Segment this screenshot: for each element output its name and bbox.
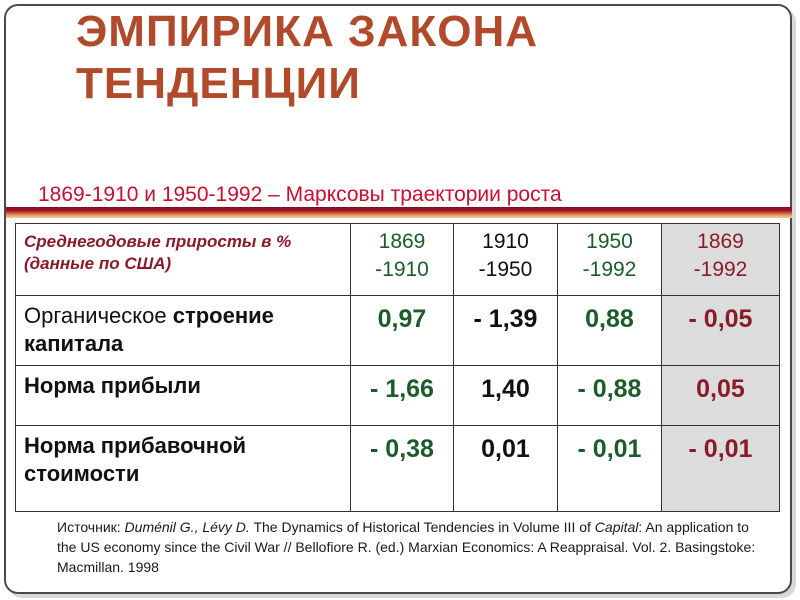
period-start: 1869 xyxy=(378,230,426,253)
source-citation: Источник: Duménil G., Lévy D. The Dynami… xyxy=(57,517,772,577)
period-end: -1910 xyxy=(375,258,429,281)
table-cell: 1,40 xyxy=(453,365,558,426)
table-cell: 0,97 xyxy=(350,295,454,366)
table-header-row: Среднегодовые приросты в % (данные по СШ… xyxy=(15,223,780,296)
source-title: The Dynamics of Historical Tendencies in… xyxy=(249,519,595,535)
table-cell: - 0,38 xyxy=(350,425,454,512)
slide-title: ЭМПИРИКА ЗАКОНА ТЕНДЕНЦИИ xyxy=(76,6,538,110)
row-label: Норма прибыли xyxy=(15,365,351,426)
table-cell: - 1,39 xyxy=(453,295,558,366)
period-end: -1992 xyxy=(693,258,748,281)
row-label: Норма прибавочной стоимости xyxy=(15,425,351,512)
table-cell: - 0,01 xyxy=(557,425,662,512)
row-label-part: Органическое xyxy=(24,303,173,328)
slide-subtitle: 1869-1910 и 1950-1992 – Марксовы траекто… xyxy=(38,183,562,206)
title-line-1: ЭМПИРИКА ЗАКОНА xyxy=(76,7,539,56)
table-cell: 0,88 xyxy=(557,295,662,366)
period-header: 1869 -1910 xyxy=(350,223,454,296)
divider-band xyxy=(6,207,792,218)
period-header: 1869 -1992 xyxy=(661,223,780,296)
growth-rates-table: Среднегодовые приросты в % (данные по СШ… xyxy=(15,223,780,512)
row-label: Органическое строение капитала xyxy=(15,295,351,366)
header-label: Среднегодовые приросты в % (данные по СШ… xyxy=(15,223,351,296)
period-end: -1950 xyxy=(478,258,533,281)
table-cell: - 0,01 xyxy=(661,425,780,512)
row-label-part: Норма прибавочной стоимости xyxy=(24,433,247,486)
row-label-part: Норма прибыли xyxy=(24,373,201,398)
table-cell: - 0,88 xyxy=(557,365,662,426)
table-cell: - 1,66 xyxy=(350,365,454,426)
table-cell: - 0,05 xyxy=(661,295,780,366)
title-line-2: ТЕНДЕНЦИИ xyxy=(76,59,361,108)
period-start: 1869 xyxy=(697,230,744,253)
table-row: Норма прибыли - 1,66 1,40 - 0,88 0,05 xyxy=(15,365,780,426)
period-start: 1950 xyxy=(586,230,633,253)
table-cell: 0,01 xyxy=(453,425,558,512)
source-capital: Capital xyxy=(594,519,639,535)
period-start: 1910 xyxy=(482,230,529,253)
table-row: Норма прибавочной стоимости - 0,38 0,01 … xyxy=(15,425,780,512)
table-row: Органическое строение капитала 0,97 - 1,… xyxy=(15,295,780,366)
row-label-part: строение капитала xyxy=(24,303,274,356)
period-end: -1992 xyxy=(582,258,637,281)
source-details: : An application to the US economy since… xyxy=(57,519,756,575)
table-cell: 0,05 xyxy=(661,365,780,426)
source-authors: Duménil G., Lévy D. xyxy=(124,519,250,535)
period-header: 1950 -1992 xyxy=(557,223,662,296)
period-header: 1910 -1950 xyxy=(453,223,558,296)
source-prefix: Источник: xyxy=(57,519,125,535)
